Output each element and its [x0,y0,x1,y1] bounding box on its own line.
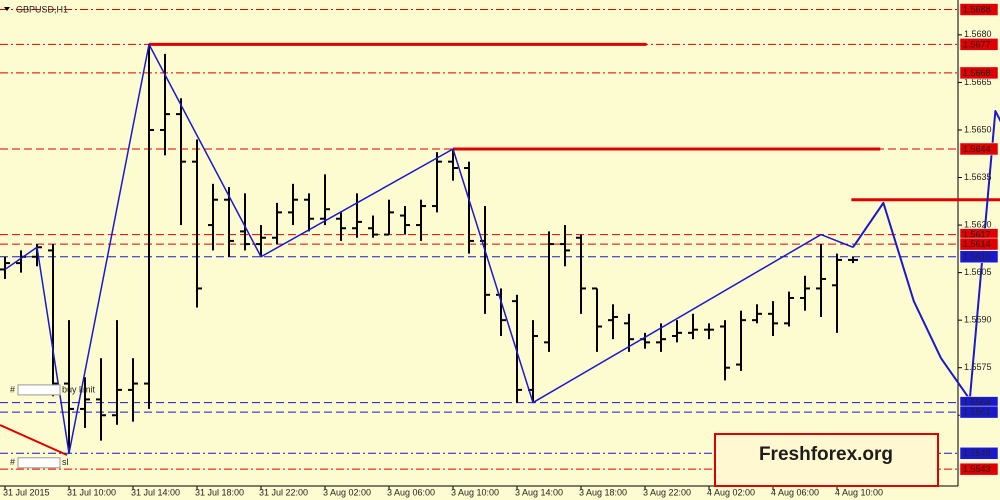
x-tick-label: 3 Aug 14:00 [515,487,563,497]
watermark-box [714,433,939,487]
price-box-label: 1.5614 [963,239,991,249]
y-tick-label: 1.5650 [964,124,992,134]
zigzag-line [4,43,854,455]
trend-line [0,424,68,456]
x-tick-label: 31 Jul 18:00 [195,487,244,497]
order-mark: # [10,384,15,394]
order-mark: # [10,457,15,467]
y-tick-label: 1.5680 [964,29,992,39]
price-box [959,142,999,156]
price-box-label: 1.5677 [963,39,991,49]
price-box-label: 1.5561 [963,407,991,417]
y-tick-label: 1.5620 [964,219,992,229]
order-label: sl [62,457,69,467]
x-tick-label: 3 Aug 10:00 [451,487,499,497]
price-box-label: 1.5610 [963,252,991,262]
x-tick-label: 4 Aug 06:00 [771,487,819,497]
y-tick-label: 1.5590 [964,315,992,325]
x-tick-label: 31 Jul 2015 [3,487,50,497]
title-arrow [4,7,10,11]
price-box [959,3,999,16]
price-box-label: 1.5644 [963,144,991,154]
forecast-line [852,109,1000,401]
x-tick-label: 31 Jul 10:00 [67,487,116,497]
order-box [17,457,61,469]
price-box-label: 1.5688 [963,4,991,14]
price-box-label: 1.5564 [963,397,991,407]
x-tick-label: 3 Aug 18:00 [579,487,627,497]
price-box [959,462,999,476]
price-box-label: 1.5543 [963,464,991,474]
chart-title: GBPUSD,H1 [16,4,68,14]
x-tick-label: 31 Jul 14:00 [131,487,180,497]
x-tick-label: 4 Aug 10:00 [835,487,883,497]
y-tick-label: 1.5635 [964,172,992,182]
order-label: buy limit [62,384,96,394]
y-tick-label: 1.5575 [964,362,992,372]
x-tick-label: 3 Aug 22:00 [643,487,691,497]
x-tick-label: 3 Aug 06:00 [387,487,435,497]
price-box [959,405,999,419]
x-tick-label: 3 Aug 02:00 [323,487,371,497]
price-box [959,38,999,51]
order-box [17,384,61,396]
price-box-label: 1.5668 [963,68,991,78]
x-tick-label: 31 Jul 22:00 [259,487,308,497]
price-box [959,447,999,460]
price-box [959,66,999,80]
price-box [959,237,999,251]
y-tick-label: 1.5605 [964,267,992,277]
price-box-label: 1.5548 [963,448,991,458]
watermark: Freshforex.org [759,444,893,465]
x-tick-label: 4 Aug 02:00 [707,487,755,497]
price-box [959,250,999,264]
price-box-label: 1.5617 [963,229,991,239]
y-tick-label: 1.5665 [964,77,992,87]
